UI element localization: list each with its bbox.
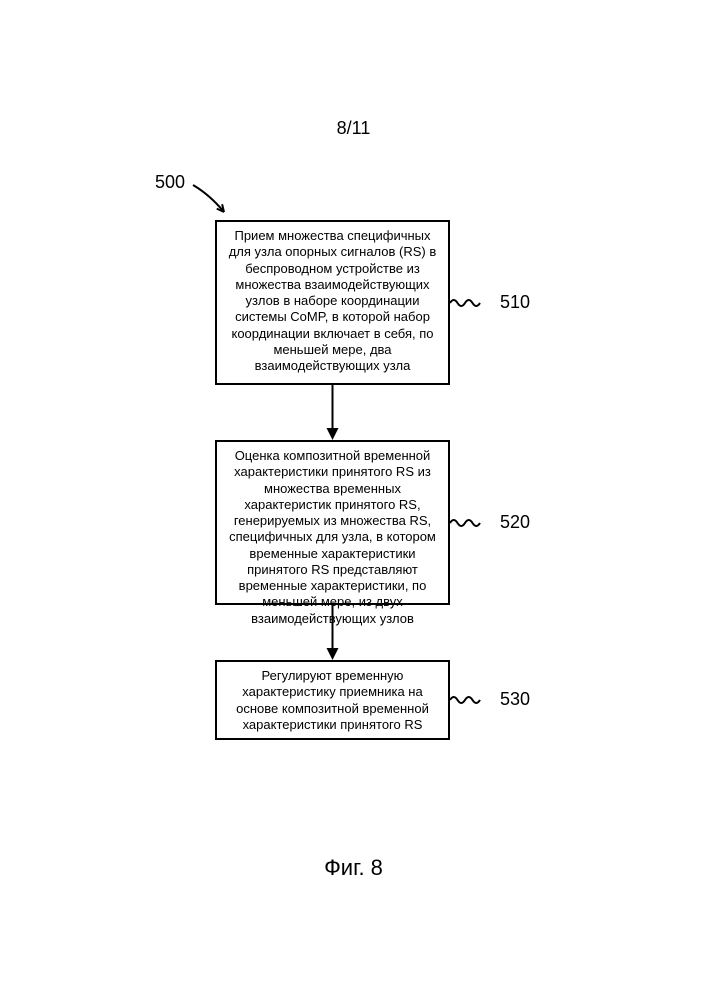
step-ref-530: 530: [500, 689, 530, 710]
flow-step-530: Регулируют временную характеристику прие…: [215, 660, 450, 740]
figure-caption: Фиг. 8: [324, 855, 383, 881]
page-number: 8/11: [337, 118, 371, 139]
ref-connector-510: [450, 294, 486, 312]
flow-step-520: Оценка композитной временной характерист…: [215, 440, 450, 605]
ref-connector-530: [450, 691, 486, 709]
diagram-ref-500: 500: [155, 172, 185, 193]
diagram-ref-arrow: [183, 175, 234, 222]
flow-step-510: Прием множества специфичных для узла опо…: [215, 220, 450, 385]
step-ref-510: 510: [500, 292, 530, 313]
ref-connector-520: [450, 514, 486, 532]
step-ref-520: 520: [500, 512, 530, 533]
